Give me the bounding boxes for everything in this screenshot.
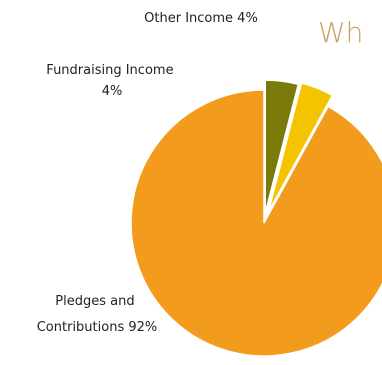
heading-fragment: Wh	[318, 16, 363, 49]
slice-label-pledges-contributions: Pledges and Contributions 92%	[37, 294, 158, 335]
slice-label-pledges-contributions-line-2: Contributions 92%	[37, 320, 158, 335]
slice-fundraising-income	[267, 82, 334, 213]
slice-label-fundraising-income: Fundraising Income 4%	[46, 63, 177, 99]
slice-label-other-income-line-1: Other Income 4%	[144, 11, 258, 26]
pie-labels: Other Income 4% Fundraising Income 4% Pl…	[37, 11, 258, 335]
slice-label-fundraising-income-line-2: 4%	[102, 84, 123, 99]
slice-label-fundraising-income-line-1: Fundraising Income	[46, 63, 173, 78]
slice-pledges-contributions	[130, 89, 382, 357]
pie-slices	[130, 79, 382, 357]
slice-label-other-income: Other Income 4%	[144, 11, 258, 26]
slice-other-income	[264, 79, 300, 214]
slice-label-pledges-contributions-line-1: Pledges and	[55, 294, 134, 309]
